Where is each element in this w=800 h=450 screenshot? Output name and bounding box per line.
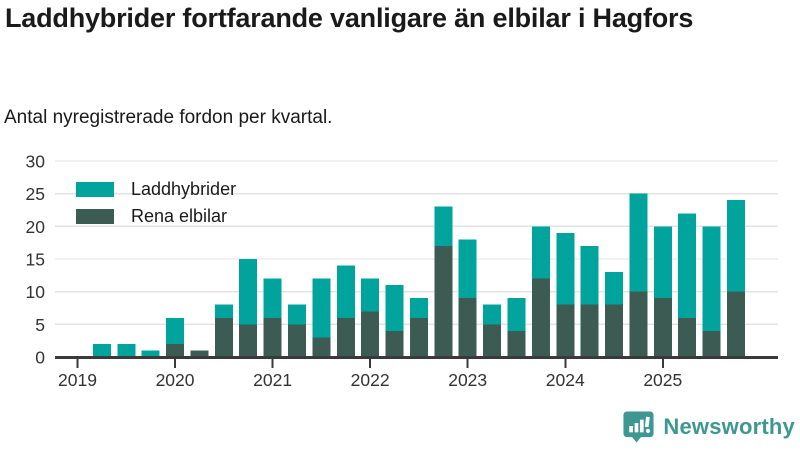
bar-segment-rena-elbilar [653, 298, 672, 357]
bar-segment-laddhybrider [702, 226, 721, 331]
bar-segment-laddhybrider [653, 226, 672, 299]
bar-segment-rena-elbilar [605, 304, 624, 357]
y-axis-tick-label: 25 [26, 184, 45, 204]
bar-segment-rena-elbilar [214, 317, 233, 357]
legend-swatch-laddhybrider [76, 181, 114, 197]
bar-segment-laddhybrider [434, 206, 453, 246]
bar-segment-rena-elbilar [336, 317, 355, 357]
bar-segment-rena-elbilar [166, 343, 185, 357]
x-axis-tick-label: 2019 [58, 370, 97, 390]
bar-segment-rena-elbilar [483, 324, 502, 357]
bar-segment-rena-elbilar [531, 278, 550, 357]
bar-segment-rena-elbilar [580, 304, 599, 357]
bar-segment-laddhybrider [531, 226, 550, 279]
bar-segment-laddhybrider [605, 272, 624, 305]
bar-segment-rena-elbilar [361, 311, 380, 357]
x-axis-tick-label: 2022 [351, 370, 390, 390]
chart-legend: Laddhybrider Rena elbilar [76, 178, 236, 232]
bar-segment-rena-elbilar [190, 350, 209, 357]
bar-segment-laddhybrider [409, 298, 428, 318]
bar-segment-laddhybrider [385, 285, 404, 331]
x-axis-line [55, 356, 778, 359]
bar-segment-laddhybrider [239, 259, 258, 325]
y-axis-tick-label: 0 [35, 348, 45, 368]
chart-subtitle: Antal nyregistrerade fordon per kvartal. [4, 107, 333, 128]
bar-segment-laddhybrider [678, 213, 697, 318]
bar-segment-laddhybrider [263, 278, 282, 318]
y-axis-tick-label: 10 [26, 282, 46, 302]
legend-swatch-rena-elbilar [76, 208, 114, 224]
legend-item-laddhybrider: Laddhybrider [76, 178, 236, 200]
bar-segment-laddhybrider [214, 304, 233, 318]
y-axis-tick-label: 20 [26, 217, 46, 237]
bar-segment-rena-elbilar [629, 291, 648, 357]
bar-segment-laddhybrider [92, 343, 111, 357]
bar-segment-laddhybrider [556, 232, 575, 305]
bar-segment-rena-elbilar [287, 324, 306, 357]
bar-segment-laddhybrider [361, 278, 380, 312]
bar-segment-laddhybrider [117, 343, 136, 357]
bar-segment-laddhybrider [141, 350, 160, 357]
bar-segment-rena-elbilar [678, 317, 697, 357]
x-axis-tick-label: 2020 [156, 370, 195, 390]
bar-segment-rena-elbilar [239, 324, 258, 357]
legend-item-rena-elbilar: Rena elbilar [76, 205, 236, 227]
newsworthy-logo-text: Newsworthy [663, 413, 795, 439]
newsworthy-logo: Newsworthy [622, 410, 795, 443]
newsworthy-logo-icon [623, 411, 654, 443]
x-axis-tick-label: 2025 [643, 370, 682, 390]
bar-segment-laddhybrider [580, 245, 599, 305]
bar-segment-laddhybrider [483, 304, 502, 325]
logo-mini-bars [629, 416, 651, 433]
bar-segment-rena-elbilar [726, 291, 745, 357]
bar-segment-rena-elbilar [409, 317, 428, 357]
y-axis-tick-label: 5 [35, 315, 45, 335]
bar-segment-laddhybrider [726, 200, 745, 292]
bar-segment-rena-elbilar [556, 304, 575, 357]
x-axis-tick-label: 2021 [253, 370, 292, 390]
bar-segment-laddhybrider [336, 265, 355, 318]
y-axis-tick-label: 30 [26, 152, 46, 172]
bar-segment-laddhybrider [166, 317, 185, 344]
bar-segment-laddhybrider [458, 239, 477, 299]
bar-segment-rena-elbilar [263, 317, 282, 357]
x-axis-tick-label: 2023 [448, 370, 487, 390]
x-axis-tick-label: 2024 [546, 370, 585, 390]
bar-segment-laddhybrider [507, 298, 526, 331]
bar-segment-rena-elbilar [507, 330, 526, 357]
bar-segment-rena-elbilar [312, 337, 331, 357]
bar-segment-laddhybrider [629, 193, 648, 292]
bar-segment-laddhybrider [312, 278, 331, 338]
bar-segment-laddhybrider [287, 304, 306, 325]
y-axis-tick-label: 15 [26, 250, 45, 270]
bar-segment-rena-elbilar [702, 330, 721, 357]
legend-label-laddhybrider: Laddhybrider [131, 178, 237, 199]
bar-segment-rena-elbilar [434, 245, 453, 357]
bar-segment-rena-elbilar [385, 330, 404, 357]
bar-segment-rena-elbilar [458, 298, 477, 357]
chart-title: Laddhybrider fortfarande vanligare än el… [5, 3, 694, 33]
legend-label-rena-elbilar: Rena elbilar [131, 205, 228, 226]
